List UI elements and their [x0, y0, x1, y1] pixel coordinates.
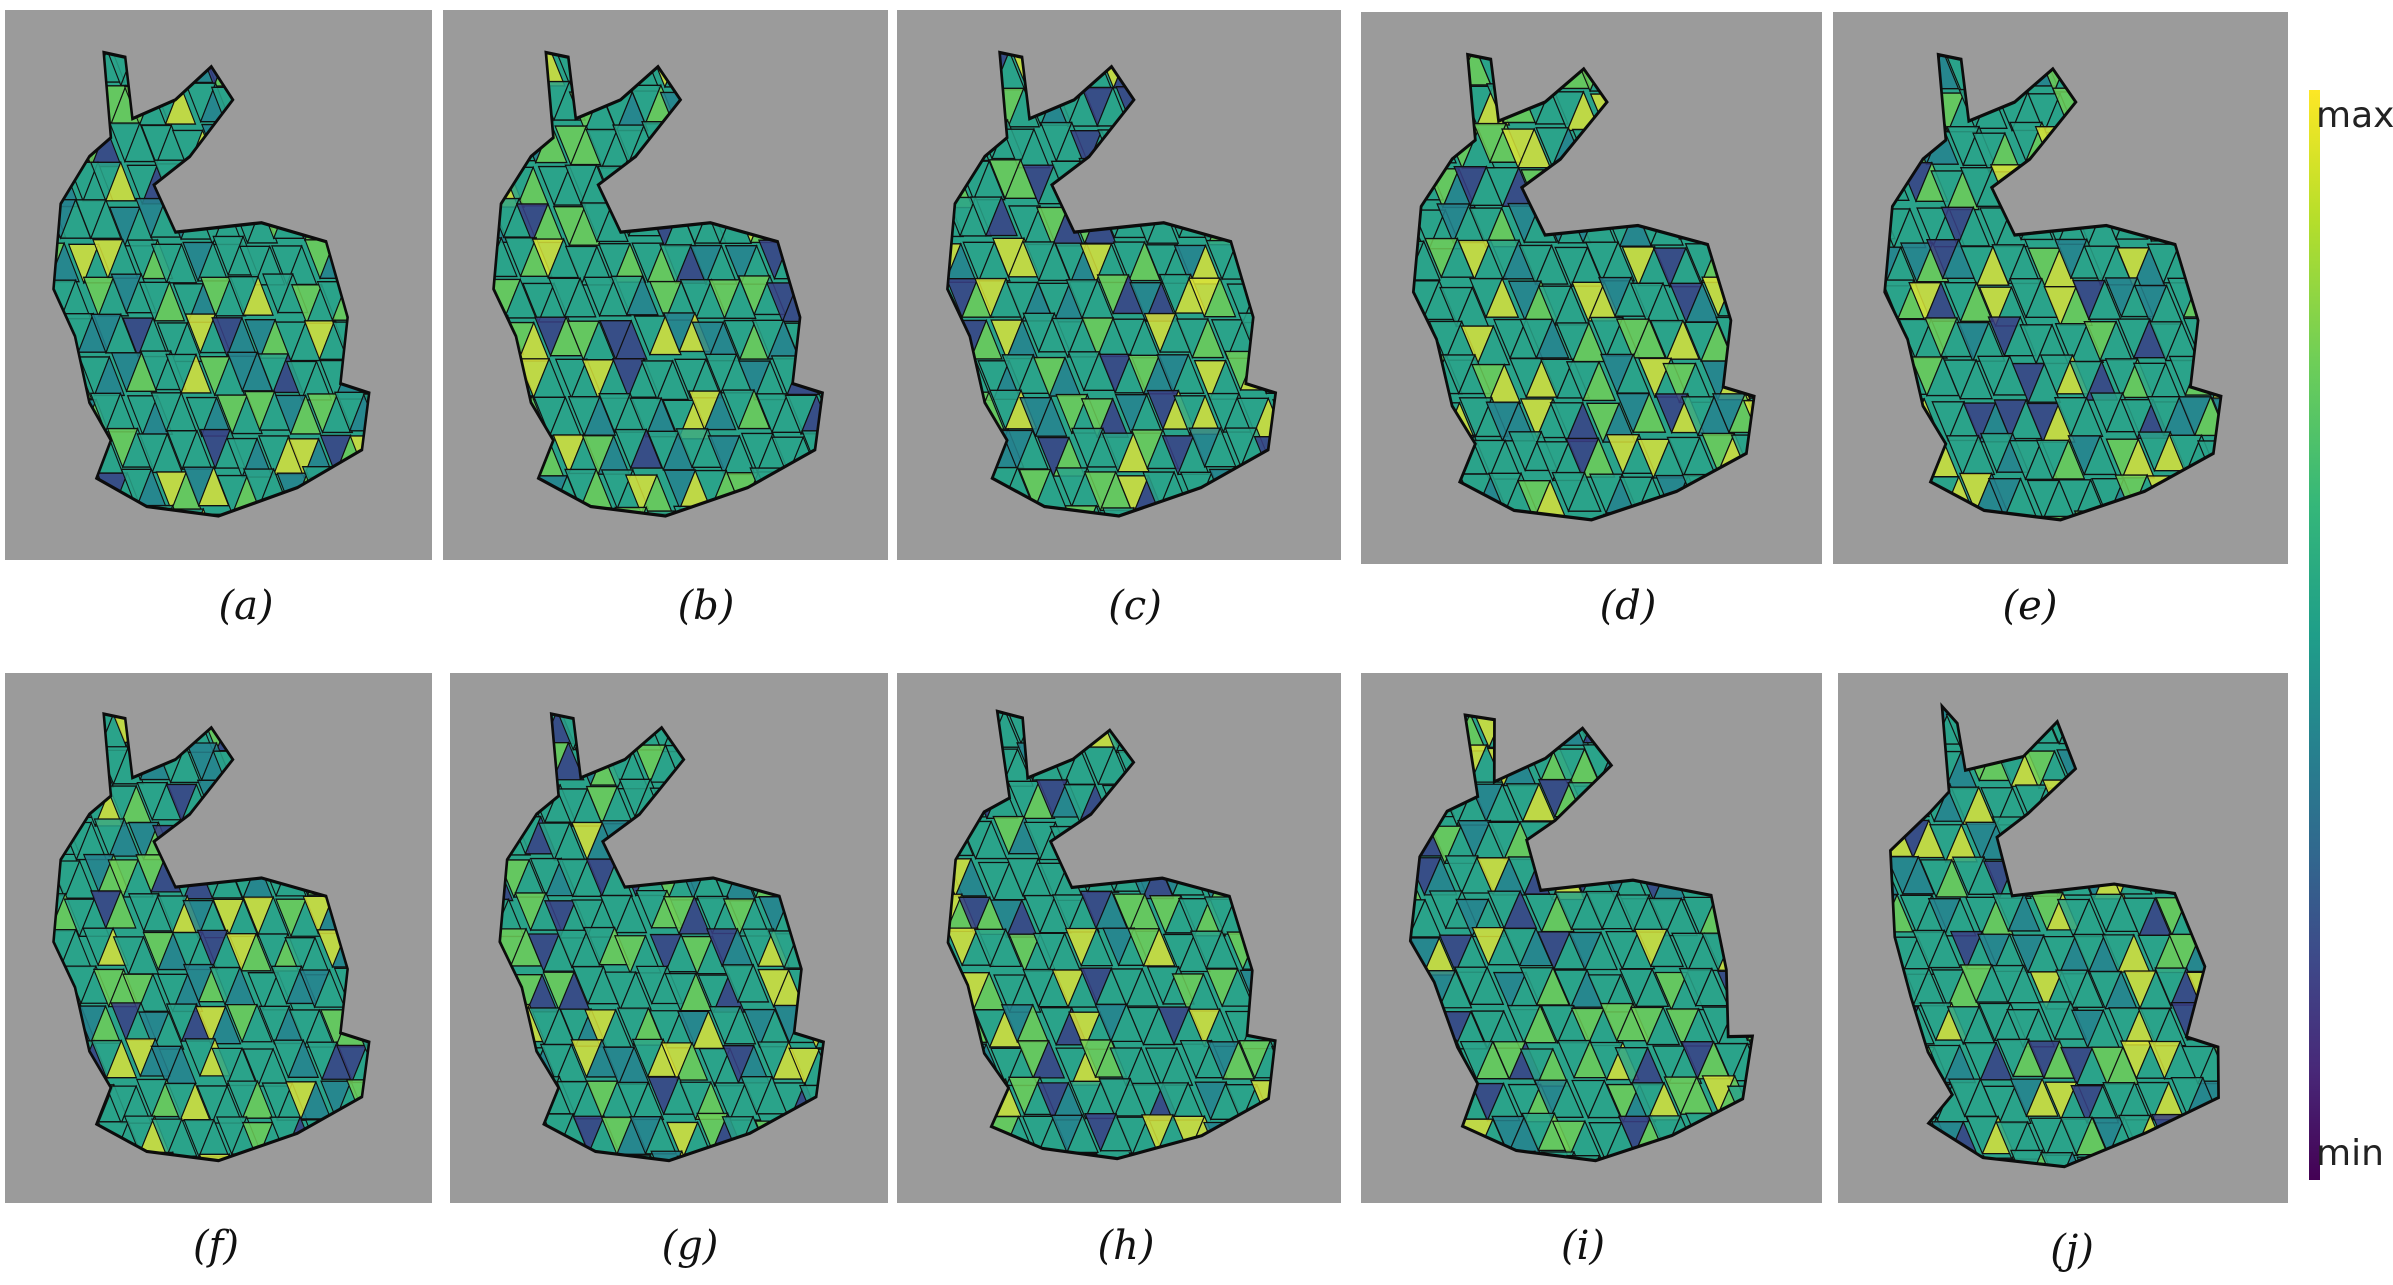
bunny-mesh-render — [1408, 713, 1755, 1163]
bunny-mesh-render — [492, 50, 825, 518]
panel-i — [1361, 673, 1822, 1203]
panel-d — [1361, 12, 1822, 564]
bunny-mesh-render — [498, 711, 826, 1163]
panel-h — [897, 673, 1341, 1203]
bunny-mesh-render — [52, 50, 371, 518]
bunny-mesh-render — [52, 711, 371, 1163]
bunny-mesh-render — [1411, 52, 1756, 522]
colorbar — [2309, 90, 2320, 1180]
caption-e: (e) — [2002, 583, 2058, 629]
bunny-mesh-render — [1883, 52, 2223, 522]
panel-b — [443, 10, 888, 560]
caption-f: (f) — [192, 1223, 239, 1269]
caption-j: (j) — [2050, 1227, 2094, 1273]
caption-i: (i) — [1560, 1223, 1605, 1269]
bunny-mesh-render — [1889, 702, 2220, 1169]
colorbar-min-label: min — [2316, 1133, 2384, 1174]
caption-d: (d) — [1599, 583, 1657, 629]
panel-c — [897, 10, 1341, 560]
caption-g: (g) — [661, 1223, 719, 1269]
caption-a: (a) — [218, 583, 274, 629]
colorbar-max-label: max — [2316, 95, 2393, 136]
panel-f — [5, 673, 432, 1203]
caption-b: (b) — [677, 583, 735, 629]
bunny-mesh-render — [946, 709, 1277, 1161]
panel-g — [450, 673, 888, 1203]
bunny-mesh-render — [946, 50, 1278, 518]
panel-e — [1833, 12, 2288, 564]
caption-h: (h) — [1097, 1223, 1155, 1269]
panel-j — [1838, 673, 2288, 1203]
panel-a — [5, 10, 432, 560]
caption-c: (c) — [1108, 583, 1162, 629]
